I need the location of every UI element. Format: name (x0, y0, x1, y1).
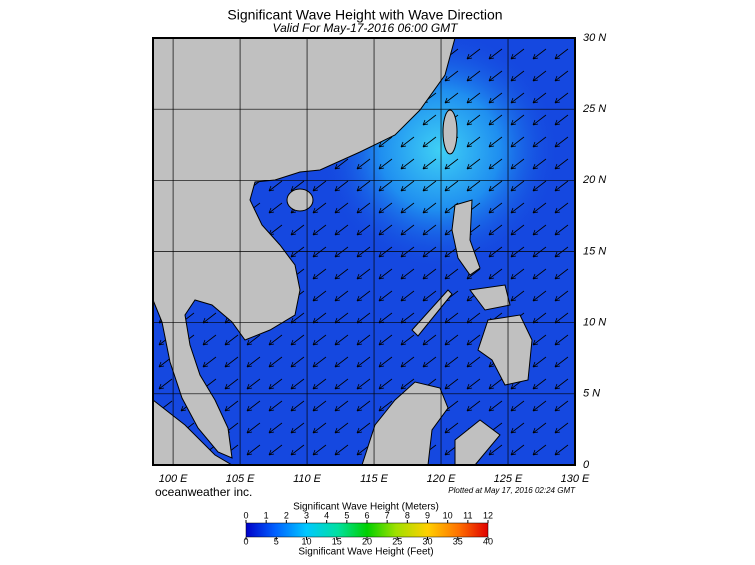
title: Significant Wave Height with Wave Direct… (227, 7, 502, 23)
feet-tick-label: 0 (243, 536, 248, 546)
graticule (153, 38, 575, 465)
meters-tick-label: 9 (425, 510, 430, 520)
lon-label: 120 E (427, 473, 456, 485)
credit: oceanweather inc. (155, 485, 252, 499)
meters-tick-label: 5 (344, 510, 349, 520)
lon-label: 100 E (159, 473, 188, 485)
meters-tick-label: 7 (385, 510, 390, 520)
meters-tick-label: 11 (463, 510, 472, 520)
lon-label: 125 E (494, 473, 523, 485)
feet-tick-label: 10 (301, 536, 311, 546)
map-area (153, 38, 575, 465)
lat-label: 5 N (583, 388, 600, 400)
colorbar-ticks: 0 1 2 3 4 5 6 7 8 9 10 11 120 5 10 15 20 25 30 35 40 (243, 510, 493, 546)
colorbar (245, 522, 489, 538)
map-frame (152, 37, 576, 466)
subtitle: Valid For May-17-2016 06:00 GMT (273, 21, 460, 35)
lon-label: 130 E (561, 473, 590, 485)
meters-tick-label: 3 (304, 510, 309, 520)
feet-tick-label: 40 (483, 536, 493, 546)
feet-tick-label: 5 (274, 536, 279, 546)
meters-tick-label: 0 (243, 510, 248, 520)
axis-labels: 100 E 105 E 110 E 115 E 120 E 125 E 130 E 0 5 N 1… (159, 32, 607, 485)
feet-tick-label: 20 (362, 536, 372, 546)
meters-tick-label: 12 (483, 510, 493, 520)
feet-tick-label: 25 (392, 536, 402, 546)
meters-tick-label: 8 (405, 510, 410, 520)
meters-tick-label: 1 (264, 510, 269, 520)
meters-title: Significant Wave Height (Meters) (293, 502, 439, 513)
feet-title: Significant Wave Height (Feet) (298, 547, 433, 558)
meters-tick-label: 2 (284, 510, 289, 520)
meters-tick-label: 4 (324, 510, 329, 520)
plotted-note: Plotted at May 17, 2016 02:24 GMT (448, 486, 576, 495)
feet-tick-label: 30 (422, 536, 432, 546)
lon-label: 115 E (360, 473, 389, 485)
feet-tick-label: 15 (332, 536, 342, 546)
feet-tick-label: 35 (453, 536, 463, 546)
lat-label: 20 N (582, 174, 606, 186)
lat-label: 15 N (583, 245, 606, 257)
lon-label: 105 E (226, 473, 255, 485)
meters-tick-label: 10 (443, 510, 453, 520)
meters-tick-label: 6 (364, 510, 369, 520)
lat-label: 30 N (583, 32, 606, 44)
lat-label: 0 (583, 459, 590, 471)
lat-label: 25 N (582, 103, 606, 115)
lat-label: 10 N (583, 317, 606, 329)
lon-label: 110 E (293, 473, 322, 485)
